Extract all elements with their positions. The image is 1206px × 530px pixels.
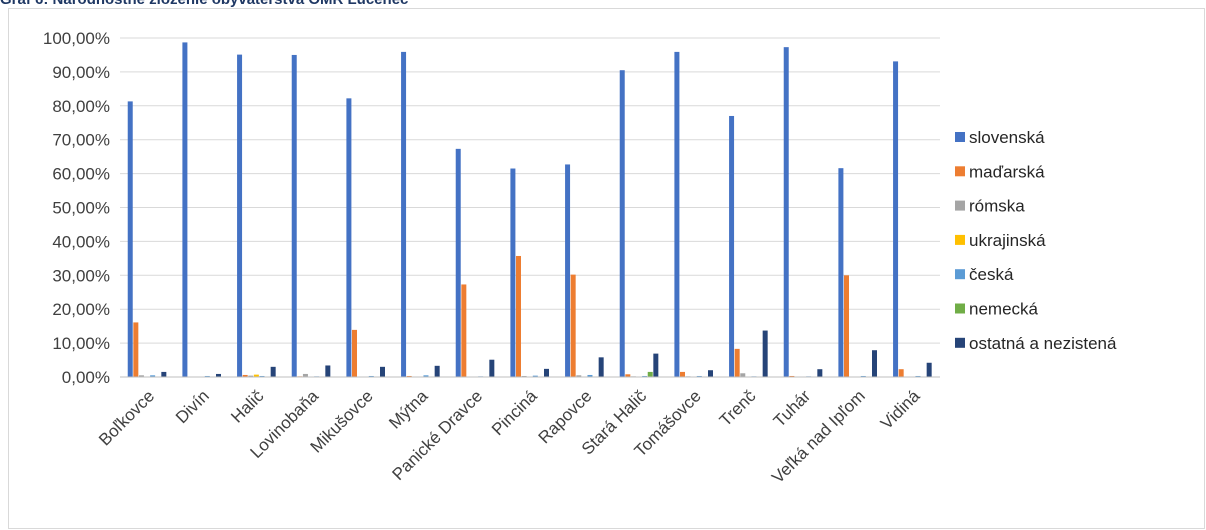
- bar: [242, 374, 248, 377]
- bar: [729, 115, 735, 377]
- y-tick-label: 80,00%: [52, 97, 110, 116]
- bar: [734, 348, 740, 377]
- bar: [516, 255, 521, 377]
- chart-area-border: [8, 8, 1205, 529]
- y-tick-label: 10,00%: [52, 334, 110, 353]
- bar: [259, 375, 265, 377]
- y-tick-label: 40,00%: [52, 232, 110, 251]
- legend-label: maďarská: [969, 162, 1045, 181]
- legend: slovenská maďarská rómska ukrajinská česká ne…: [955, 128, 1117, 353]
- bar: [653, 353, 659, 377]
- bars: [127, 42, 932, 378]
- bar: [680, 371, 685, 377]
- bar: [789, 375, 795, 377]
- bar: [291, 54, 297, 377]
- bar: [346, 98, 352, 377]
- bar: [455, 148, 461, 377]
- bar: [860, 375, 866, 377]
- bar: [423, 375, 429, 377]
- bar: [619, 70, 625, 377]
- bar: [532, 375, 538, 377]
- legend-label: nemecká: [969, 300, 1039, 319]
- bar: [406, 375, 412, 377]
- bar: [352, 329, 357, 377]
- bar: [708, 370, 713, 377]
- legend-label: slovenská: [969, 128, 1045, 147]
- bar: [893, 61, 899, 378]
- bar: [270, 366, 276, 377]
- legend-swatch: [955, 303, 965, 314]
- y-tick-label: 0,00%: [62, 368, 110, 387]
- bar: [248, 375, 254, 377]
- bar: [642, 375, 648, 377]
- bar: [647, 371, 653, 377]
- bar: [898, 369, 904, 377]
- bar: [576, 375, 582, 377]
- bar: [570, 274, 576, 377]
- bar: [138, 375, 144, 377]
- y-tick-label: 60,00%: [52, 165, 110, 184]
- legend-swatch: [955, 234, 965, 245]
- bar: [521, 375, 527, 377]
- y-tick-label: 70,00%: [52, 131, 110, 150]
- bar: [253, 374, 259, 377]
- bar: [587, 374, 593, 377]
- bar: [204, 375, 210, 377]
- bar: [325, 365, 331, 377]
- legend-label: česká: [969, 265, 1014, 284]
- legend-swatch: [955, 200, 965, 211]
- bar: [216, 373, 221, 377]
- bar: [872, 350, 877, 377]
- bar: [544, 368, 549, 377]
- bar: [783, 47, 789, 377]
- bar: [674, 51, 680, 378]
- legend-swatch: [955, 337, 965, 348]
- bar: [401, 51, 407, 378]
- bar: [489, 359, 495, 377]
- bar: [565, 164, 571, 377]
- bar: [461, 284, 467, 377]
- bar: [150, 375, 156, 377]
- bar: [915, 375, 921, 377]
- bar: [182, 42, 188, 377]
- bar: [434, 365, 440, 377]
- y-tick-label: 90,00%: [52, 63, 110, 82]
- bar: [133, 322, 139, 377]
- bar: [838, 168, 844, 377]
- bar: [926, 362, 932, 377]
- bar: [237, 54, 243, 378]
- legend-swatch: [955, 132, 965, 142]
- bar: [302, 373, 308, 377]
- bar: [817, 369, 823, 377]
- y-tick-label: 50,00%: [52, 199, 110, 218]
- bar: [368, 375, 374, 377]
- y-tick-label: 30,00%: [52, 266, 110, 285]
- legend-swatch: [955, 166, 965, 177]
- bar: [844, 275, 849, 377]
- bar: [740, 373, 746, 377]
- bar: [696, 375, 702, 377]
- bar: [380, 366, 385, 377]
- legend-label: ostatná a nezistená: [969, 334, 1117, 353]
- bar: [762, 330, 768, 377]
- bar: [127, 101, 133, 377]
- y-tick-label: 20,00%: [52, 300, 110, 319]
- legend-label: ukrajinská: [969, 231, 1046, 250]
- y-tick-label: 100,00%: [43, 29, 110, 48]
- page-title: Graf 6: Národnostné zloženie obyvateľstv…: [0, 0, 408, 8]
- y-axis-ticks: 0,00% 10,00% 20,00% 30,00% 40,00% 50,00% 60,00…: [43, 29, 110, 387]
- gridlines: [120, 37, 940, 344]
- legend-label: rómska: [969, 197, 1025, 216]
- legend-swatch: [955, 269, 965, 280]
- bar: [598, 357, 604, 377]
- bar: [510, 168, 516, 377]
- bar: [625, 374, 631, 377]
- bar: [161, 371, 167, 377]
